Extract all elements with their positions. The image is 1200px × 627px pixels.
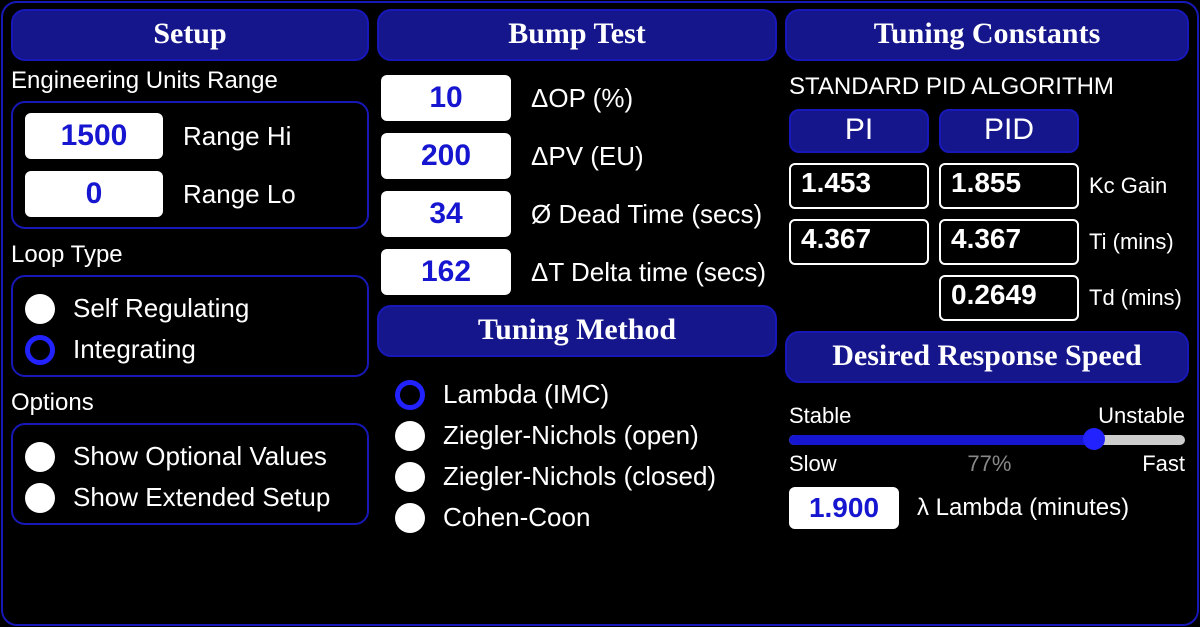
- setup-column: Setup Engineering Units Range 1500 Range…: [11, 9, 369, 616]
- tuning-method-header: Tuning Method: [377, 305, 777, 357]
- setup-header: Setup: [11, 9, 369, 61]
- option-show-extended-setup[interactable]: Show Extended Setup: [25, 482, 355, 513]
- slider-fill: [789, 435, 1094, 445]
- option-show-optional-values[interactable]: Show Optional Values: [25, 441, 355, 472]
- slider-stable-label: Stable: [789, 403, 851, 429]
- response-speed-slider[interactable]: [789, 435, 1185, 445]
- td-pi-value: [789, 275, 929, 321]
- dead-time-label: Ø Dead Time (secs): [531, 199, 762, 230]
- delta-t-input[interactable]: 162: [381, 249, 511, 295]
- radio-label: Integrating: [73, 334, 196, 365]
- kc-label: Kc Gain: [1089, 173, 1167, 199]
- dead-time-input[interactable]: 34: [381, 191, 511, 237]
- options-panel: Show Optional Values Show Extended Setup: [11, 423, 369, 525]
- bump-test-panel: 10 ΔOP (%) 200 ΔPV (EU) 34 Ø Dead Time (…: [377, 67, 777, 299]
- range-hi-label: Range Hi: [183, 121, 291, 152]
- ti-pi-value: 4.367: [789, 219, 929, 265]
- delta-t-label: ΔT Delta time (secs): [531, 257, 766, 288]
- slider-unstable-label: Unstable: [1098, 403, 1185, 429]
- radio-label: Show Optional Values: [73, 441, 327, 472]
- radio-icon: [395, 380, 425, 410]
- radio-label: Self Regulating: [73, 293, 249, 324]
- radio-label: Show Extended Setup: [73, 482, 330, 513]
- tuning-constants-header: Tuning Constants: [785, 9, 1189, 61]
- tuning-method-zn-open[interactable]: Ziegler-Nichols (open): [395, 420, 773, 451]
- tuning-method-panel: Lambda (IMC) Ziegler-Nichols (open) Zieg…: [377, 363, 777, 533]
- delta-op-label: ΔOP (%): [531, 83, 633, 114]
- radio-label: Cohen-Coon: [443, 502, 590, 533]
- range-lo-input[interactable]: 0: [25, 171, 163, 217]
- kc-pid-value: 1.855: [939, 163, 1079, 209]
- eu-range-label: Engineering Units Range: [11, 67, 369, 95]
- ti-pid-value: 4.367: [939, 219, 1079, 265]
- slider-percent: 77%: [967, 451, 1011, 477]
- eu-range-panel: 1500 Range Hi 0 Range Lo: [11, 101, 369, 229]
- response-speed-header: Desired Response Speed: [785, 331, 1189, 383]
- kc-pi-value: 1.453: [789, 163, 929, 209]
- radio-icon: [25, 442, 55, 472]
- loop-type-label: Loop Type: [11, 241, 369, 269]
- slider-thumb[interactable]: [1083, 428, 1105, 450]
- tuning-method-lambda[interactable]: Lambda (IMC): [395, 379, 773, 410]
- setup-body: Engineering Units Range 1500 Range Hi 0 …: [11, 67, 369, 525]
- slider-slow-label: Slow: [789, 451, 837, 477]
- delta-op-input[interactable]: 10: [381, 75, 511, 121]
- radio-icon: [395, 421, 425, 451]
- td-pid-value: 0.2649: [939, 275, 1079, 321]
- loop-type-panel: Self Regulating Integrating: [11, 275, 369, 377]
- algorithm-label: STANDARD PID ALGORITHM: [789, 73, 1185, 101]
- delta-pv-input[interactable]: 200: [381, 133, 511, 179]
- radio-icon: [25, 483, 55, 513]
- loop-type-self-regulating[interactable]: Self Regulating: [25, 293, 355, 324]
- lambda-input[interactable]: 1.900: [789, 487, 899, 529]
- pid-tuner-app: Setup Engineering Units Range 1500 Range…: [1, 1, 1199, 626]
- options-label: Options: [11, 389, 369, 417]
- pid-column-header[interactable]: PID: [939, 109, 1079, 153]
- lambda-label: λ Lambda (minutes): [917, 494, 1129, 522]
- middle-column: Bump Test 10 ΔOP (%) 200 ΔPV (EU) 34 Ø D…: [377, 9, 777, 616]
- radio-label: Lambda (IMC): [443, 379, 609, 410]
- radio-icon: [25, 294, 55, 324]
- radio-icon: [395, 503, 425, 533]
- range-lo-label: Range Lo: [183, 179, 296, 210]
- radio-icon: [395, 462, 425, 492]
- pi-pid-header-row: PI PID: [789, 109, 1185, 153]
- response-speed-panel: Stable Unstable Slow 77% Fast 1.900 λ La…: [785, 397, 1189, 529]
- tuning-method-cohen-coon[interactable]: Cohen-Coon: [395, 502, 773, 533]
- bump-test-header: Bump Test: [377, 9, 777, 61]
- right-column: Tuning Constants STANDARD PID ALGORITHM …: [785, 9, 1189, 616]
- loop-type-integrating[interactable]: Integrating: [25, 334, 355, 365]
- radio-icon: [25, 335, 55, 365]
- tuning-constants-panel: STANDARD PID ALGORITHM PI PID 1.453 1.85…: [785, 67, 1189, 325]
- constants-grid: 1.453 1.855 Kc Gain 4.367 4.367 Ti (mins…: [789, 163, 1185, 321]
- slider-fast-label: Fast: [1142, 451, 1185, 477]
- radio-label: Ziegler-Nichols (open): [443, 420, 699, 451]
- radio-label: Ziegler-Nichols (closed): [443, 461, 716, 492]
- range-hi-input[interactable]: 1500: [25, 113, 163, 159]
- ti-label: Ti (mins): [1089, 229, 1174, 255]
- delta-pv-label: ΔPV (EU): [531, 141, 644, 172]
- td-label: Td (mins): [1089, 285, 1182, 311]
- tuning-method-zn-closed[interactable]: Ziegler-Nichols (closed): [395, 461, 773, 492]
- pi-column-header[interactable]: PI: [789, 109, 929, 153]
